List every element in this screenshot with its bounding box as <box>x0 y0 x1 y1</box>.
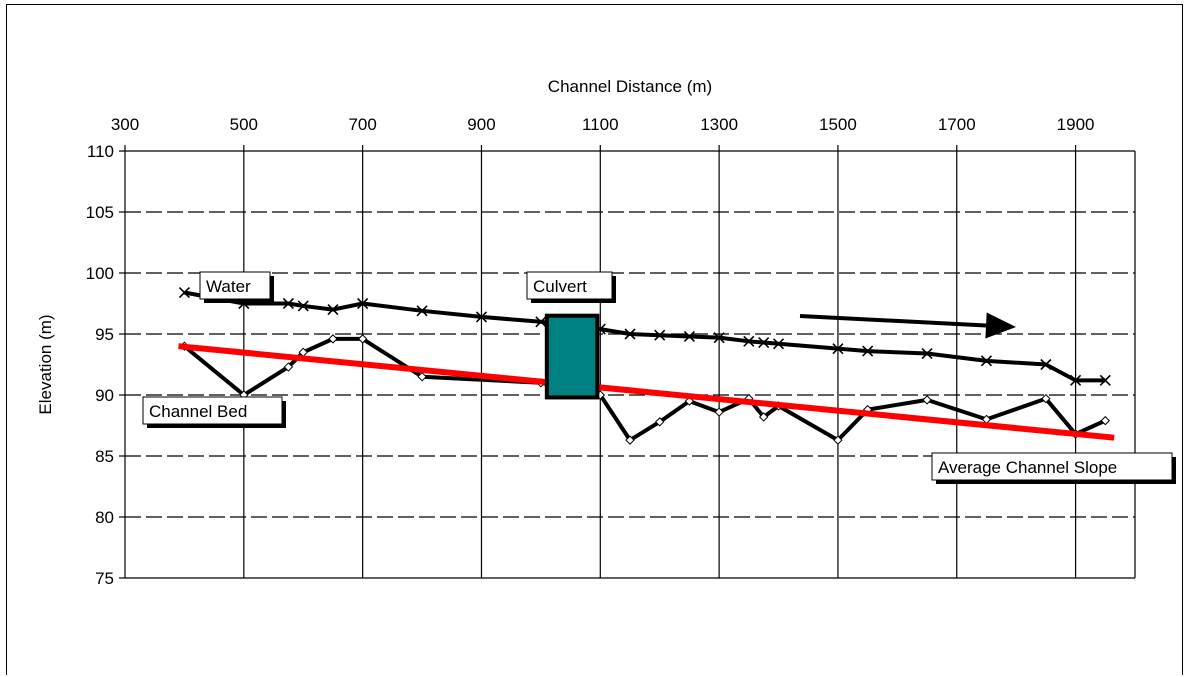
water-label: Water <box>200 272 274 303</box>
y-axis-title: Elevation (m) <box>36 314 55 414</box>
x-tick-label: 900 <box>467 115 495 134</box>
y-tick-label: 85 <box>95 447 114 466</box>
flow-direction-arrow-shaft <box>800 316 986 325</box>
culvert-label: Culvert <box>527 272 616 303</box>
y-tick-label: 105 <box>86 203 114 222</box>
series-layer <box>178 288 1114 445</box>
x-tick-label: 700 <box>348 115 376 134</box>
label-text: Average Channel Slope <box>938 458 1117 477</box>
x-tick-label: 300 <box>111 115 139 134</box>
y-tick-label: 90 <box>95 386 114 405</box>
culvert-box <box>547 316 598 398</box>
label-text: Water <box>206 277 251 296</box>
y-tick-label: 75 <box>95 569 114 588</box>
y-tick-label: 110 <box>87 142 114 161</box>
x-tick-label: 500 <box>230 115 258 134</box>
x-tick-label: 1700 <box>938 115 976 134</box>
y-tick-label: 95 <box>95 325 114 344</box>
x-tick-label: 1500 <box>819 115 857 134</box>
x-axis-title: Channel Distance (m) <box>548 77 712 96</box>
x-tick-label: 1300 <box>700 115 738 134</box>
y-tick-label: 100 <box>86 264 114 283</box>
water-line <box>184 293 1105 381</box>
x-tick-label: 1100 <box>582 115 619 134</box>
y-tick-label: 80 <box>95 508 114 527</box>
average-channel-slope-label: Average Channel Slope <box>932 453 1176 484</box>
channel-bed-label: Channel Bed <box>143 397 286 428</box>
label-text: Channel Bed <box>149 402 247 421</box>
x-tick-label: 1900 <box>1057 115 1095 134</box>
label-text: Culvert <box>533 277 587 296</box>
